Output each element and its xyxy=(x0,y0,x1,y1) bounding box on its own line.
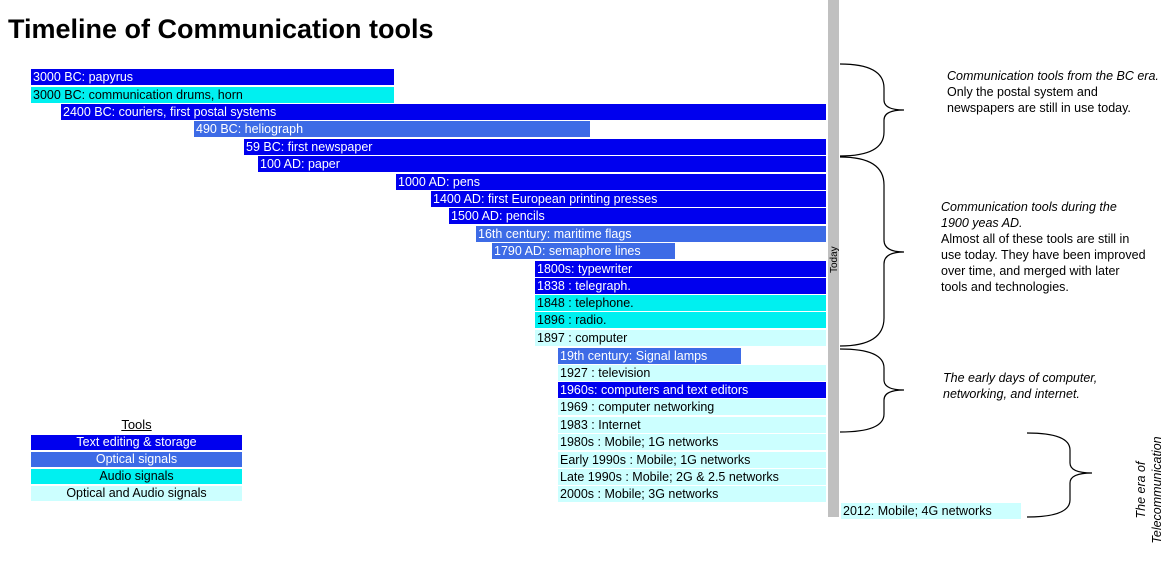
timeline-event: 3000 BC: communication drums, horn xyxy=(31,87,394,103)
legend-item: Optical and Audio signals xyxy=(31,486,242,501)
note-bc-era-italic: Communication tools from the BC era. xyxy=(947,69,1159,83)
timeline-event: Late 1990s : Mobile; 2G & 2.5 networks xyxy=(558,469,826,485)
brace-ad-era xyxy=(839,156,905,347)
brace-bc-era xyxy=(839,63,905,157)
timeline-event: 1000 AD: pens xyxy=(396,174,826,190)
note-ad-era-italic: Communication tools during the 1900 yeas… xyxy=(941,200,1117,230)
timeline-event: 19th century: Signal lamps xyxy=(558,348,741,364)
legend-item: Optical signals xyxy=(31,452,242,467)
brace-telecom-era xyxy=(1026,432,1093,518)
timeline-event: 1400 AD: first European printing presses xyxy=(431,191,826,207)
legend-item: Text editing & storage xyxy=(31,435,242,450)
timeline-event: 2400 BC: couriers, first postal systems xyxy=(61,104,826,120)
note-computer-era-italic: The early days of computer, networking, … xyxy=(943,371,1098,401)
brace-computer-era xyxy=(839,348,905,433)
timeline-event: 100 AD: paper xyxy=(258,156,826,172)
timeline-event: Early 1990s : Mobile; 1G networks xyxy=(558,452,826,468)
timeline-event: 490 BC: heliograph xyxy=(194,121,590,137)
timeline-event: 1960s: computers and text editors xyxy=(558,382,826,398)
timeline-event: 1838 : telegraph. xyxy=(535,278,826,294)
timeline-event: 1790 AD: semaphore lines xyxy=(492,243,675,259)
timeline-event: 1969 : computer networking xyxy=(558,399,826,415)
timeline-event: 1848 : telephone. xyxy=(535,295,826,311)
note-ad-era: Communication tools during the 1900 yeas… xyxy=(941,199,1146,295)
timeline-event: 1983 : Internet xyxy=(558,417,826,433)
legend-item: Audio signals xyxy=(31,469,242,484)
timeline-event: 3000 BC: papyrus xyxy=(31,69,394,85)
timeline-event: 1980s : Mobile; 1G networks xyxy=(558,434,826,450)
timeline-event: 16th century: maritime flags xyxy=(476,226,826,242)
note-bc-era-text: Only the postal system and newspapers ar… xyxy=(947,85,1131,115)
timeline-event: 1500 AD: pencils xyxy=(449,208,826,224)
legend-title: Tools xyxy=(121,417,152,432)
timeline-event: 2000s : Mobile; 3G networks xyxy=(558,486,826,502)
timeline-event: 1927 : television xyxy=(558,365,826,381)
timeline-event: 59 BC: first newspaper xyxy=(244,139,826,155)
page-title: Timeline of Communication tools xyxy=(8,14,434,44)
telecom-era-label: The era of Telecommunication xyxy=(1134,436,1164,544)
note-computer-era: The early days of computer, networking, … xyxy=(943,370,1133,402)
note-ad-era-text: Almost all of these tools are still in u… xyxy=(941,232,1146,294)
note-bc-era: Communication tools from the BC era. Onl… xyxy=(947,68,1159,116)
timeline-event: 1800s: typewriter xyxy=(535,261,826,277)
timeline-event: 2012: Mobile; 4G networks xyxy=(841,503,1021,519)
timeline-event: 1896 : radio. xyxy=(535,312,826,328)
today-marker xyxy=(828,0,839,517)
timeline-event: 1897 : computer xyxy=(535,330,826,346)
